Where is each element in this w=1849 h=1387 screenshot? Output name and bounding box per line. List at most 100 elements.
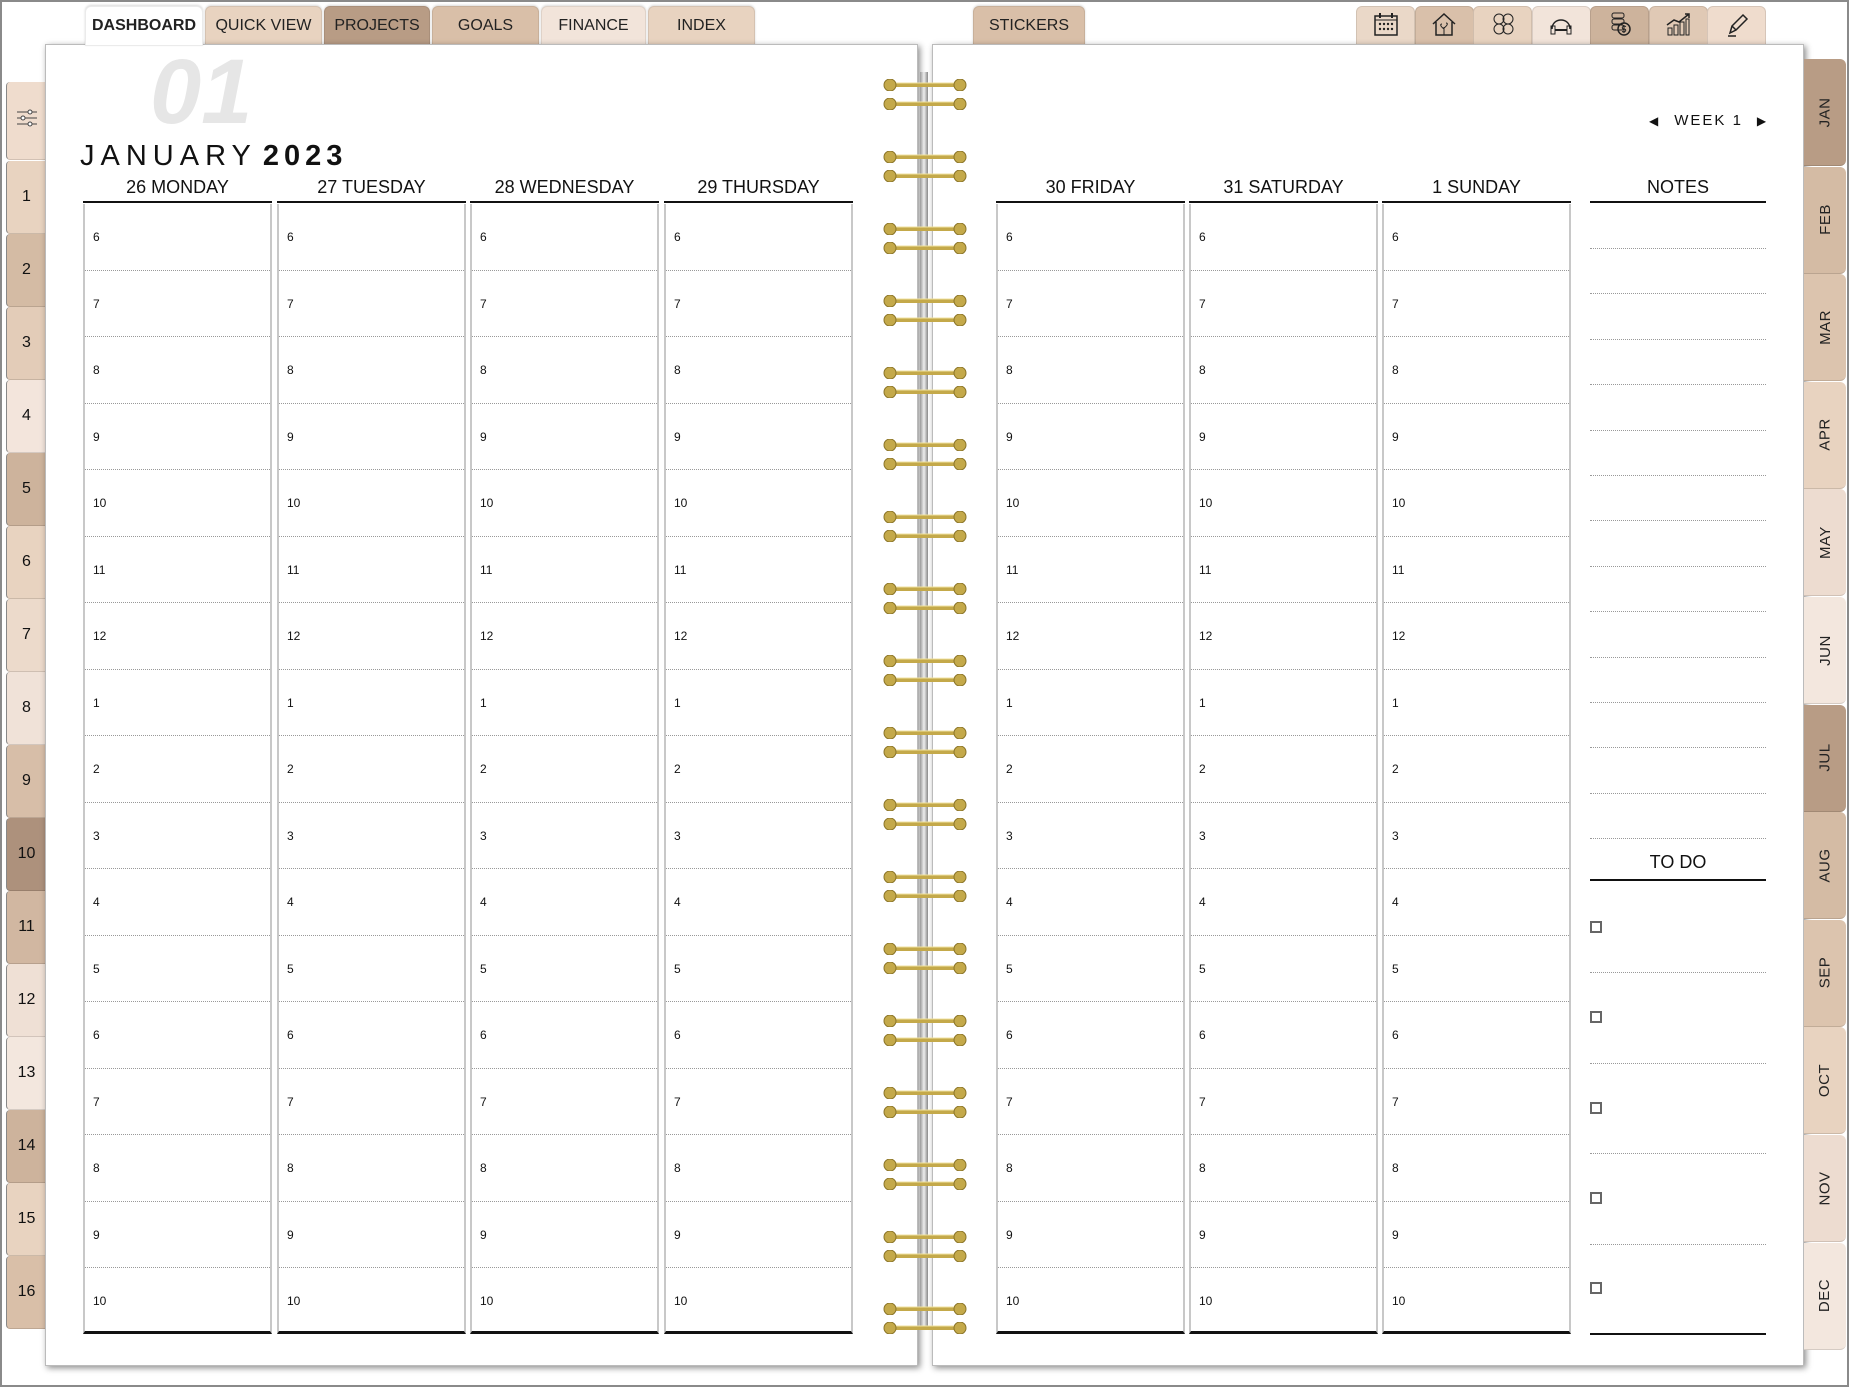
notes-line[interactable] (1590, 520, 1766, 522)
hour-slot[interactable]: 5 (1384, 936, 1569, 1002)
tab-section-13[interactable]: 13 (6, 1037, 46, 1110)
hour-slot[interactable]: 1 (998, 670, 1183, 736)
hour-slot[interactable]: 11 (85, 537, 270, 603)
tab-calendar-icon[interactable] (1356, 6, 1415, 46)
hour-slot[interactable]: 7 (85, 1069, 270, 1135)
hour-slot[interactable]: 5 (666, 936, 851, 1002)
hour-slot[interactable]: 2 (85, 736, 270, 803)
hour-slot[interactable]: 9 (472, 404, 657, 470)
tab-fitness-dumbbell-icon[interactable] (1531, 6, 1591, 46)
prev-week-icon[interactable]: ◀ (1649, 113, 1661, 128)
hour-slot[interactable]: 9 (998, 404, 1183, 470)
hour-slot[interactable]: 11 (279, 537, 464, 603)
hour-slot[interactable]: 10 (1199, 1294, 1213, 1308)
hour-slot[interactable]: 6 (1191, 204, 1376, 271)
notes-line[interactable] (1590, 747, 1766, 749)
hour-slot[interactable]: 4 (666, 869, 851, 936)
tab-section-8[interactable]: 8 (6, 672, 46, 745)
tab-section-7[interactable]: 7 (6, 599, 46, 672)
tab-finance[interactable]: FINANCE (541, 6, 646, 46)
hour-slot[interactable]: 3 (85, 803, 270, 869)
tab-stickers[interactable]: STICKERS (973, 6, 1085, 46)
hour-slot[interactable]: 7 (1191, 271, 1376, 337)
tab-projects[interactable]: PROJECTS (324, 6, 430, 46)
hour-slot[interactable]: 12 (85, 603, 270, 670)
todo-checkbox[interactable] (1590, 1191, 1602, 1204)
hour-slot[interactable]: 8 (998, 337, 1183, 404)
hour-slot[interactable]: 9 (666, 404, 851, 470)
tab-month-mar[interactable]: MAR (1804, 274, 1846, 382)
hour-slot[interactable]: 9 (472, 1202, 657, 1268)
hour-slot[interactable]: 2 (1384, 736, 1569, 803)
hour-slot[interactable]: 9 (279, 404, 464, 470)
hour-slot[interactable]: 9 (85, 404, 270, 470)
tab-home-plant-icon[interactable] (1414, 6, 1474, 46)
hour-slot[interactable]: 8 (1191, 337, 1376, 404)
hour-slot[interactable]: 1 (472, 670, 657, 736)
hour-slot[interactable]: 2 (1191, 736, 1376, 803)
hour-slot[interactable]: 2 (472, 736, 657, 803)
hour-slot[interactable]: 4 (472, 869, 657, 936)
hour-slot[interactable]: 11 (472, 537, 657, 603)
tab-month-jun[interactable]: JUN (1804, 597, 1846, 704)
tab-quick-view[interactable]: QUICK VIEW (205, 6, 322, 46)
hour-slot[interactable]: 1 (279, 670, 464, 736)
notes-line[interactable] (1590, 611, 1766, 613)
hour-slot[interactable]: 7 (666, 1069, 851, 1135)
tab-month-dec[interactable]: DEC (1804, 1242, 1846, 1350)
hour-slot[interactable]: 2 (998, 736, 1183, 803)
tab-month-oct[interactable]: OCT (1804, 1027, 1846, 1135)
hour-slot[interactable]: 7 (85, 271, 270, 337)
hour-slot[interactable]: 10 (472, 470, 657, 537)
hour-slot[interactable]: 2 (279, 736, 464, 803)
hour-slot[interactable]: 10 (1392, 1294, 1406, 1308)
tab-growth-chart-icon[interactable] (1648, 6, 1708, 46)
todo-line[interactable] (1590, 1062, 1766, 1064)
hour-slot[interactable]: 5 (85, 936, 270, 1002)
tab-media-icon[interactable] (1473, 6, 1532, 46)
hour-slot[interactable]: 6 (998, 1002, 1183, 1069)
hour-slot[interactable]: 8 (1191, 1135, 1376, 1202)
tab-month-jul[interactable]: JUL (1804, 704, 1846, 812)
todo-line[interactable] (1590, 1243, 1766, 1245)
hour-slot[interactable]: 12 (472, 603, 657, 670)
hour-slot[interactable]: 6 (1384, 204, 1569, 271)
hour-slot[interactable]: 10 (666, 470, 851, 537)
hour-slot[interactable]: 10 (279, 470, 464, 537)
hour-slot[interactable]: 2 (666, 736, 851, 803)
todo-checkbox[interactable] (1590, 921, 1602, 933)
tab-month-apr[interactable]: APR (1804, 381, 1846, 489)
notes-line[interactable] (1590, 702, 1766, 703)
hour-slot[interactable]: 9 (1384, 404, 1569, 470)
tab-settings[interactable] (6, 82, 46, 160)
hour-slot[interactable]: 8 (666, 337, 851, 404)
todo-checkbox[interactable] (1590, 1011, 1602, 1024)
hour-slot[interactable]: 7 (279, 271, 464, 337)
hour-slot[interactable]: 6 (279, 1002, 464, 1069)
hour-slot[interactable]: 7 (472, 1069, 657, 1135)
hour-slot[interactable]: 8 (279, 337, 464, 404)
tab-coins-icon[interactable] (1590, 6, 1649, 46)
hour-slot[interactable]: 6 (666, 204, 851, 271)
tab-section-3[interactable]: 3 (6, 307, 46, 380)
hour-slot[interactable]: 9 (1191, 404, 1376, 470)
hour-slot[interactable]: 8 (998, 1135, 1183, 1202)
notes-line[interactable] (1590, 429, 1766, 431)
hour-slot[interactable]: 10 (480, 1294, 494, 1308)
hour-slot[interactable]: 3 (1384, 803, 1569, 869)
todo-checkbox[interactable] (1590, 1101, 1602, 1114)
hour-slot[interactable]: 10 (1006, 1294, 1020, 1308)
hour-slot[interactable]: 5 (1191, 936, 1376, 1002)
hour-slot[interactable]: 8 (1384, 337, 1569, 404)
hour-slot[interactable]: 8 (85, 1135, 270, 1202)
tab-dashboard[interactable]: DASHBOARD (85, 6, 203, 46)
hour-slot[interactable]: 10 (674, 1294, 688, 1308)
hour-slot[interactable]: 8 (666, 1135, 851, 1202)
hour-slot[interactable]: 4 (279, 869, 464, 936)
hour-slot[interactable]: 7 (279, 1069, 464, 1135)
hour-slot[interactable]: 10 (93, 1294, 107, 1308)
tab-section-10[interactable]: 10 (6, 818, 46, 891)
hour-slot[interactable]: 12 (998, 603, 1183, 670)
notes-line[interactable] (1590, 384, 1766, 386)
tab-month-may[interactable]: MAY (1804, 489, 1846, 597)
